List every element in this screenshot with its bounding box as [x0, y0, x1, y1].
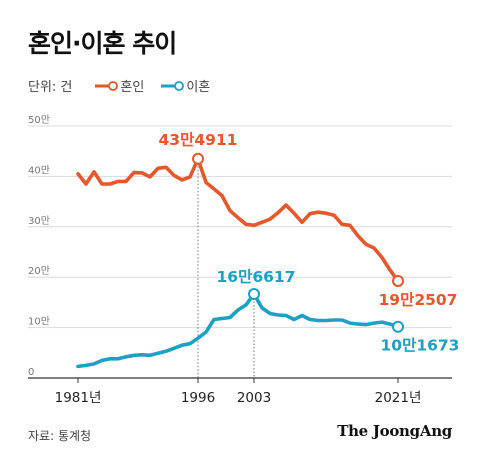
- annotation-marker: [248, 288, 260, 301]
- annotation-label: 16만6617: [217, 268, 296, 286]
- unit-label: 단위: 건: [28, 80, 73, 95]
- source-label: 자료: 통계청: [28, 429, 92, 443]
- y-tick-label: 0: [28, 367, 34, 378]
- legend: 단위: 건 혼인 이혼: [28, 76, 210, 95]
- chart-title: 혼인·이혼 추이: [28, 29, 177, 58]
- y-tick-label: 50만: [28, 114, 50, 126]
- y-tick-label: 40만: [28, 164, 50, 176]
- legend-label-divorce: 이혼: [186, 80, 211, 95]
- x-tick-label: 2003: [237, 390, 271, 406]
- annotation-marker: [392, 274, 404, 287]
- annotation-label: 43만4911: [159, 131, 238, 149]
- annotation-marker: [192, 152, 204, 165]
- series-line: [76, 292, 400, 369]
- y-tick-label: 10만: [28, 316, 50, 328]
- x-tick-label: 1981년: [55, 390, 102, 406]
- publisher-logo: The JoongAng: [337, 422, 452, 440]
- y-tick-label: 20만: [28, 265, 50, 277]
- divorce-legend-marker: [161, 80, 185, 91]
- series-line: [76, 157, 400, 283]
- x-tick-label: 1996: [181, 390, 215, 406]
- legend-item-marriage: 혼인: [94, 76, 144, 95]
- legend-label-marriage: 혼인: [120, 80, 145, 95]
- y-tick-label: 30만: [28, 215, 50, 227]
- annotation-label: 10만1673: [381, 337, 460, 355]
- x-tick-label: 2021년: [375, 390, 422, 406]
- annotation-marker: [392, 320, 404, 333]
- annotation-label: 19만2507: [379, 291, 458, 309]
- legend-item-divorce: 이혼: [160, 76, 210, 95]
- marriage-legend-marker: [95, 80, 119, 91]
